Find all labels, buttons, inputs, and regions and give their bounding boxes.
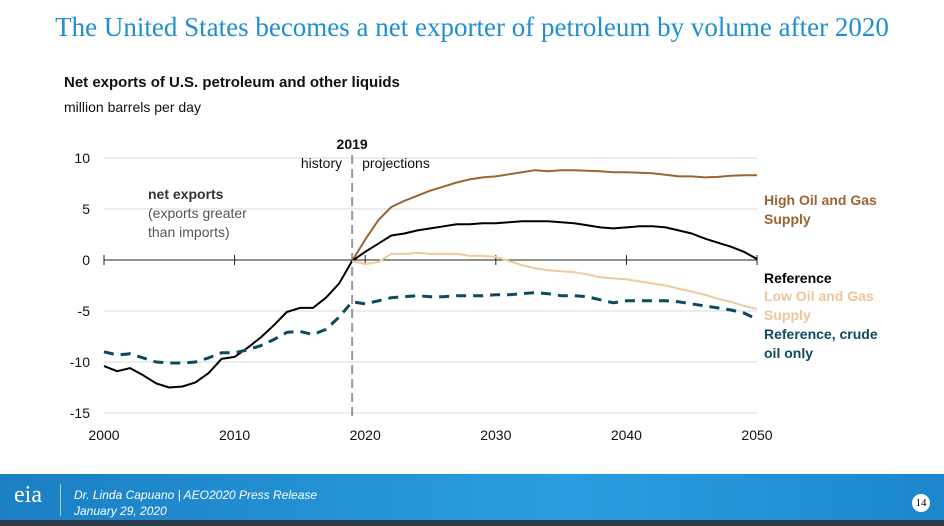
- series-line-high-oil-and-gas-supply: [351, 169, 757, 262]
- series-label: oil only: [764, 345, 813, 361]
- annotation-text: than imports): [148, 224, 230, 240]
- y-tick-label: -15: [70, 405, 90, 421]
- y-tick-label: 10: [74, 150, 90, 166]
- footer-presenter: Dr. Linda Capuano | AEO2020 Press Releas…: [74, 488, 318, 502]
- series-label: Supply: [764, 307, 811, 323]
- x-tick-label: 2050: [741, 427, 772, 443]
- series-label: Low Oil and Gas: [764, 288, 874, 304]
- y-axis-label: million barrels per day: [64, 99, 201, 115]
- y-tick-label: 5: [82, 201, 90, 217]
- series-line-reference-crude-oil-only: [103, 291, 758, 365]
- y-tick-label: -10: [70, 354, 90, 370]
- annotation-title: net exports: [148, 186, 224, 202]
- series-line-reference: [103, 220, 758, 389]
- annotation-text: (exports greater: [148, 205, 247, 221]
- x-tick-label: 2020: [350, 427, 381, 443]
- x-tick-label: 2010: [219, 427, 250, 443]
- footer-bar: [0, 520, 944, 526]
- history-label: history: [301, 155, 342, 171]
- x-tick-label: 2040: [611, 427, 642, 443]
- series-line-low-oil-and-gas-supply: [351, 251, 758, 310]
- series-label: High Oil and Gas: [764, 192, 877, 208]
- y-tick-label: -5: [78, 303, 91, 319]
- footer-date: January 29, 2020: [74, 504, 167, 518]
- x-tick-label: 2000: [88, 427, 119, 443]
- series-label: Reference, crude: [764, 326, 878, 342]
- slide-title: The United States becomes a net exporter…: [55, 12, 889, 42]
- x-tick-label: 2030: [480, 427, 511, 443]
- chart: 10 5 0 -5 -10 -15 2000 2010 2020 2030 2040 2050 2019…: [70, 136, 878, 443]
- footer: eia Dr. Linda Capuano | AEO2020 Press Re…: [0, 474, 944, 526]
- divider-year: 2019: [337, 136, 368, 152]
- y-tick-label: 0: [82, 252, 90, 268]
- series-label: Supply: [764, 211, 811, 227]
- projections-label: projections: [362, 155, 430, 171]
- footer-divider: [60, 484, 61, 516]
- eia-logo: eia: [14, 482, 42, 508]
- chart-title: Net exports of U.S. petroleum and other …: [64, 74, 400, 91]
- page-number: 14: [912, 494, 930, 512]
- series-label: Reference: [764, 270, 832, 286]
